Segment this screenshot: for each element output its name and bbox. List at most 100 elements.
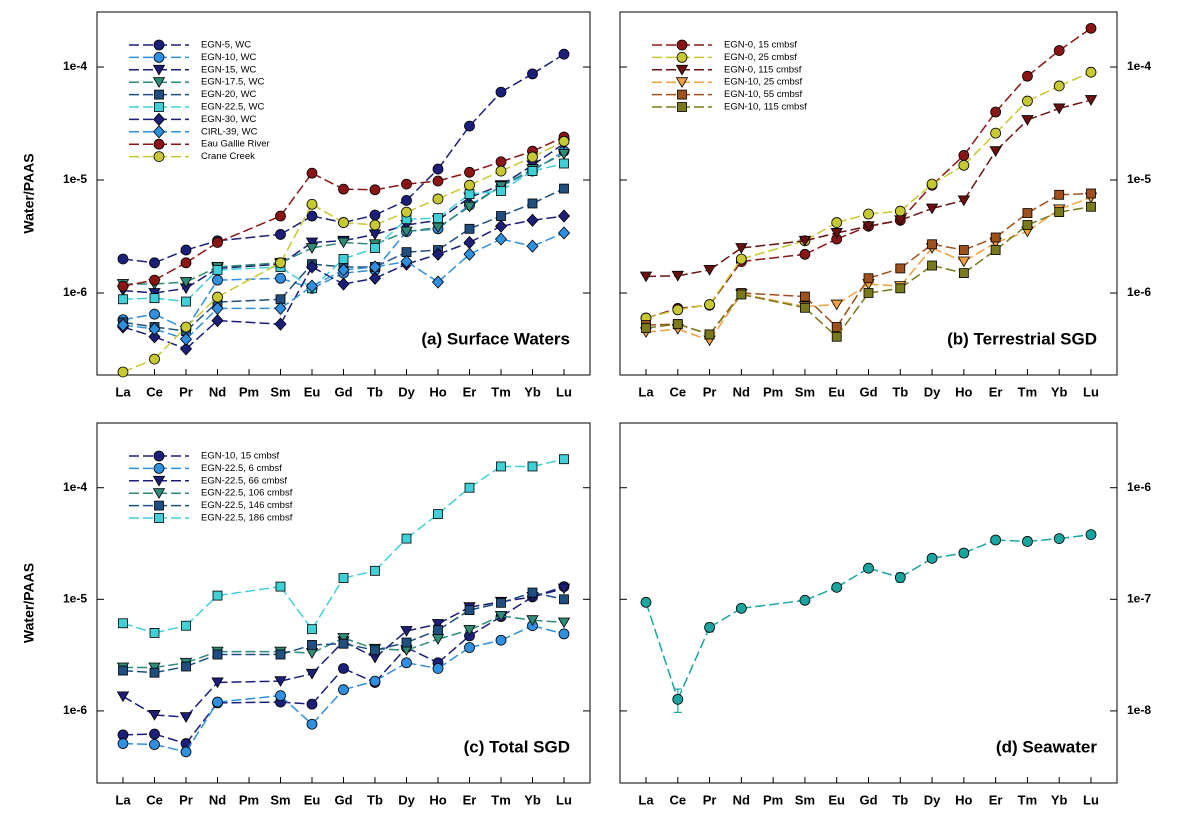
x-tick-label: Ce	[146, 792, 163, 807]
x-tick-label: Pm	[239, 792, 259, 807]
x-tick-label: Tm	[1018, 792, 1038, 807]
y-tick-label: 1e-4	[1127, 59, 1151, 73]
legend-label: EGN-22.5, WC	[201, 102, 264, 113]
series-line	[154, 262, 187, 281]
data-point	[863, 273, 874, 284]
data-point	[307, 624, 317, 635]
series-line	[741, 240, 806, 260]
data-point	[338, 254, 349, 264]
series-line	[500, 615, 533, 621]
legend-label: EGN-22.5, 66 cmbsf	[201, 475, 287, 486]
data-point	[116, 691, 130, 703]
series-line	[868, 567, 901, 579]
series-line	[154, 249, 187, 264]
x-tick-label: Nd	[733, 792, 750, 807]
series-line	[122, 297, 155, 301]
series-line	[836, 567, 869, 588]
legend-marker	[677, 89, 687, 100]
series-line	[836, 277, 870, 328]
data-point	[401, 195, 412, 206]
data-point	[1021, 115, 1034, 126]
series-line	[804, 221, 838, 242]
panel-title: (d) Seawater	[996, 737, 1097, 756]
data-point	[464, 482, 475, 493]
series-line	[343, 241, 376, 246]
x-tick-label: Dy	[924, 384, 941, 399]
series-line	[1027, 107, 1060, 121]
series-line	[185, 701, 219, 753]
x-tick-label: Ho	[429, 792, 446, 807]
series-line	[437, 193, 470, 219]
series-line	[963, 241, 997, 263]
data-point	[736, 289, 747, 300]
data-point	[527, 151, 538, 163]
legend-label: EGN-5, WC	[201, 40, 251, 51]
series-line	[532, 624, 565, 635]
data-point	[307, 640, 317, 650]
series-line	[406, 646, 439, 664]
series-line	[343, 680, 376, 691]
data-point	[990, 245, 1001, 255]
data-point	[464, 189, 475, 200]
data-point	[464, 642, 475, 653]
series-line	[963, 132, 997, 166]
series-line	[311, 266, 344, 285]
data-point	[338, 638, 349, 649]
data-point	[432, 163, 444, 175]
data-point	[672, 304, 684, 316]
data-point	[799, 594, 811, 606]
legend-label: EGN-10, 25 cmbsf	[724, 77, 802, 88]
y-tick-label: 1e-4	[63, 59, 87, 73]
data-point	[1022, 70, 1033, 82]
y-tick-label: 1e-6	[1127, 480, 1151, 494]
x-tick-label: Tb	[367, 384, 383, 399]
legend-marker	[152, 112, 166, 126]
data-point	[1053, 103, 1066, 115]
data-point	[370, 565, 380, 576]
series-line	[217, 215, 281, 244]
series-line	[374, 230, 407, 245]
y-tick-label: 1e-5	[1127, 172, 1151, 186]
series-line	[868, 219, 901, 227]
series-line	[532, 232, 565, 247]
series-line	[804, 586, 837, 601]
data-point	[212, 696, 223, 708]
series-line	[406, 253, 439, 265]
data-point	[117, 738, 129, 749]
series-line	[995, 224, 1028, 251]
data-point	[118, 665, 128, 676]
data-point	[927, 260, 937, 271]
data-point	[275, 229, 286, 240]
data-point	[401, 178, 412, 190]
data-point	[495, 165, 507, 177]
x-tick-label: Pm	[239, 384, 259, 399]
series-line	[185, 653, 218, 668]
series-line	[154, 662, 187, 669]
series-line	[437, 606, 470, 625]
series-line	[406, 198, 439, 213]
series-line	[217, 298, 281, 303]
x-tick-label: Tb	[892, 384, 908, 399]
legend-label: EGN-10, 115 cmbsf	[724, 102, 807, 113]
series-line	[311, 640, 345, 675]
x-tick-label: Pr	[703, 384, 717, 399]
data-point	[370, 645, 380, 656]
data-point	[149, 628, 160, 638]
data-point	[338, 183, 349, 195]
series-line	[374, 199, 407, 216]
data-point	[401, 657, 412, 669]
data-point	[830, 228, 843, 239]
legend-label: CIRL-39, WC	[201, 126, 258, 137]
legend-marker	[153, 138, 165, 150]
series-line	[708, 294, 742, 335]
data-point	[800, 291, 810, 302]
y-tick-label: 1e-6	[1127, 285, 1151, 299]
series-line	[963, 150, 997, 201]
data-point	[735, 243, 748, 254]
data-point	[671, 270, 684, 282]
legend-marker	[152, 64, 166, 76]
data-point	[894, 215, 907, 227]
series-line	[185, 240, 218, 251]
legend-label: Crane Creek	[201, 151, 255, 162]
y-axis-label: Water/PAAS	[21, 153, 37, 233]
